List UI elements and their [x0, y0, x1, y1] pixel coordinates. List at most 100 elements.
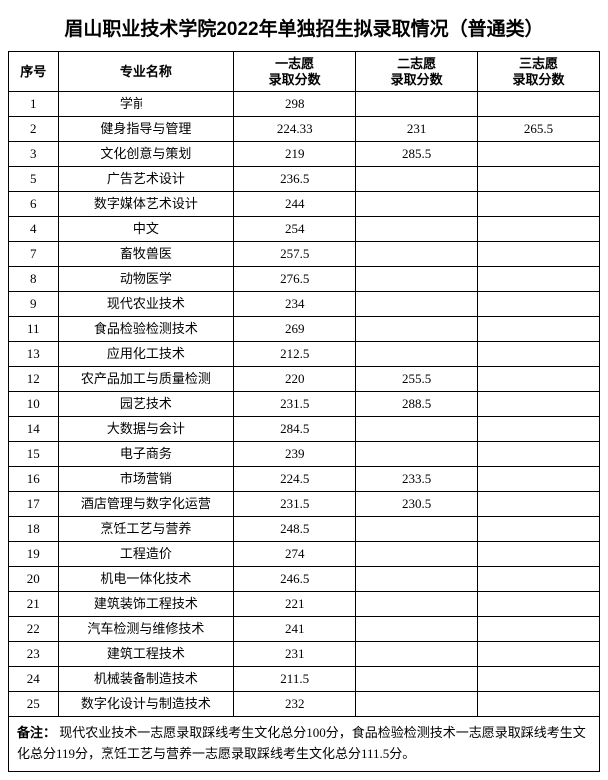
cell-s3 [478, 367, 600, 392]
cell-s3 [478, 217, 600, 242]
cell-s1: 269 [234, 317, 356, 342]
cell-s3 [478, 192, 600, 217]
cell-name: 市场营销 [58, 467, 234, 492]
cell-name: 文化创意与策划 [58, 142, 234, 167]
cell-seq: 22 [9, 617, 59, 642]
cell-s1: 220 [234, 367, 356, 392]
cell-name: 建筑装饰工程技术 [58, 592, 234, 617]
cell-s1: 231.5 [234, 492, 356, 517]
cell-s3 [478, 592, 600, 617]
cell-s1: 298 [234, 92, 356, 117]
cell-s3 [478, 167, 600, 192]
cell-s1: 234 [234, 292, 356, 317]
cell-name: 机电一体化技术 [58, 567, 234, 592]
footnote-text: 现代农业技术一志愿录取踩线考生文化总分100分，食品检验检测技术一志愿录取踩线考… [17, 725, 586, 761]
cell-s1: 244 [234, 192, 356, 217]
cell-s1: 284.5 [234, 417, 356, 442]
footnote-label: 备注： [17, 725, 56, 740]
cell-s1: 224.5 [234, 467, 356, 492]
cell-name: 烹饪工艺与营养 [58, 517, 234, 542]
cell-s3 [478, 492, 600, 517]
cell-seq: 3 [9, 142, 59, 167]
cell-seq: 9 [9, 292, 59, 317]
cell-s2 [356, 642, 478, 667]
cell-s3 [478, 292, 600, 317]
cell-s3 [478, 267, 600, 292]
table-row: 3文化创意与策划219285.5 [9, 142, 600, 167]
cell-s1: 236.5 [234, 167, 356, 192]
table-row: 16市场营销224.5233.5 [9, 467, 600, 492]
cell-s3 [478, 667, 600, 692]
table-row: 7畜牧兽医257.5 [9, 242, 600, 267]
cell-s2 [356, 192, 478, 217]
cell-seq: 13 [9, 342, 59, 367]
cell-s2: 255.5 [356, 367, 478, 392]
table-row: 1学前教育298 [9, 92, 600, 117]
cell-seq: 18 [9, 517, 59, 542]
cell-s3 [478, 142, 600, 167]
cell-name: 数字媒体艺术设计 [58, 192, 234, 217]
table-header-row: 序号 专业名称 一志愿录取分数 二志愿录取分数 三志愿录取分数 [9, 52, 600, 92]
table-row: 19工程造价274 [9, 542, 600, 567]
cell-name: 畜牧兽医 [58, 242, 234, 267]
cell-seq: 2 [9, 117, 59, 142]
cell-s1: 219 [234, 142, 356, 167]
admissions-table: 序号 专业名称 一志愿录取分数 二志愿录取分数 三志愿录取分数 1学前教育298… [8, 51, 600, 717]
cell-s3 [478, 567, 600, 592]
cell-seq: 24 [9, 667, 59, 692]
page-title: 眉山职业技术学院2022年单独招生拟录取情况（普通类） [8, 8, 600, 51]
table-row: 21建筑装饰工程技术221 [9, 592, 600, 617]
cell-s3 [478, 617, 600, 642]
cell-seq: 19 [9, 542, 59, 567]
cell-name: 汽车检测与维修技术 [58, 617, 234, 642]
cell-s3 [478, 92, 600, 117]
table-row: 9现代农业技术234 [9, 292, 600, 317]
cell-s1: 221 [234, 592, 356, 617]
cell-s2 [356, 317, 478, 342]
col-s3: 三志愿录取分数 [478, 52, 600, 92]
cell-name: 动物医学 [58, 267, 234, 292]
table-row: 22汽车检测与维修技术241 [9, 617, 600, 642]
cell-name: 建筑工程技术 [58, 642, 234, 667]
cell-name: 农产品加工与质量检测 [58, 367, 234, 392]
cell-s1: 248.5 [234, 517, 356, 542]
cell-name: 电子商务 [58, 442, 234, 467]
cell-s1: 231 [234, 642, 356, 667]
cell-s2: 233.5 [356, 467, 478, 492]
cell-name: 食品检验检测技术 [58, 317, 234, 342]
cell-seq: 20 [9, 567, 59, 592]
col-seq: 序号 [9, 52, 59, 92]
table-row: 11食品检验检测技术269 [9, 317, 600, 342]
cell-s2 [356, 592, 478, 617]
table-row: 5广告艺术设计236.5 [9, 167, 600, 192]
cell-s2 [356, 517, 478, 542]
cell-s2 [356, 667, 478, 692]
table-row: 23建筑工程技术231 [9, 642, 600, 667]
cell-s3: 265.5 [478, 117, 600, 142]
cell-seq: 11 [9, 317, 59, 342]
cell-name: 酒店管理与数字化运营 [58, 492, 234, 517]
cell-seq: 8 [9, 267, 59, 292]
cell-s3 [478, 317, 600, 342]
cell-s2 [356, 292, 478, 317]
cell-seq: 1 [9, 92, 59, 117]
cell-s1: 224.33 [234, 117, 356, 142]
cell-s2 [356, 617, 478, 642]
cell-seq: 14 [9, 417, 59, 442]
cell-s2 [356, 242, 478, 267]
cell-s2 [356, 267, 478, 292]
cell-s2 [356, 92, 478, 117]
cell-name: 学前教育 [58, 92, 234, 117]
cell-seq: 6 [9, 192, 59, 217]
table-row: 8动物医学276.5 [9, 267, 600, 292]
table-row: 10园艺技术231.5288.5 [9, 392, 600, 417]
cell-name: 应用化工技术 [58, 342, 234, 367]
col-s1: 一志愿录取分数 [234, 52, 356, 92]
cell-s1: 246.5 [234, 567, 356, 592]
table-row: 15电子商务239 [9, 442, 600, 467]
cell-seq: 25 [9, 692, 59, 717]
cell-name: 广告艺术设计 [58, 167, 234, 192]
cell-s1: 257.5 [234, 242, 356, 267]
cell-s2 [356, 342, 478, 367]
table-row: 18烹饪工艺与营养248.5 [9, 517, 600, 542]
